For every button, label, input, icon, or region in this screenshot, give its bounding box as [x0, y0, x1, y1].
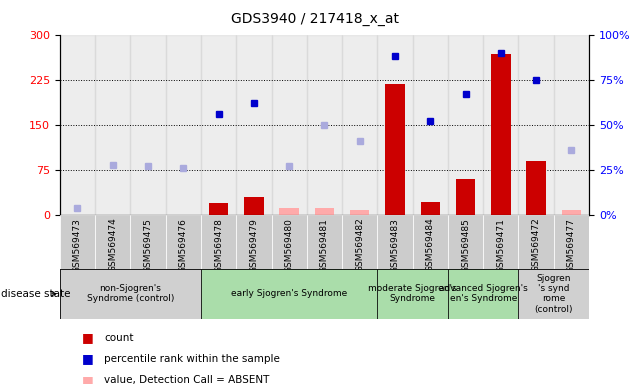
Bar — [60, 215, 95, 269]
Bar — [448, 35, 483, 215]
Text: value, Detection Call = ABSENT: value, Detection Call = ABSENT — [104, 375, 270, 384]
Bar — [386, 84, 404, 215]
Text: advanced Sjogren's
en's Syndrome: advanced Sjogren's en's Syndrome — [439, 284, 527, 303]
Bar — [236, 35, 272, 215]
Bar — [201, 35, 236, 215]
Bar — [201, 269, 377, 319]
Bar — [307, 35, 342, 215]
Text: GSM569474: GSM569474 — [108, 218, 117, 273]
Bar — [342, 35, 377, 215]
Text: percentile rank within the sample: percentile rank within the sample — [104, 354, 280, 364]
Text: GSM569483: GSM569483 — [391, 218, 399, 273]
Bar — [377, 269, 448, 319]
Text: GSM569475: GSM569475 — [144, 218, 152, 273]
Text: GDS3940 / 217418_x_at: GDS3940 / 217418_x_at — [231, 12, 399, 25]
Text: GSM569473: GSM569473 — [73, 218, 82, 273]
Bar — [483, 215, 518, 269]
Bar — [342, 215, 377, 269]
Text: Sjogren
's synd
rome
(control): Sjogren 's synd rome (control) — [534, 274, 573, 314]
Bar — [377, 35, 413, 215]
Bar — [527, 161, 546, 215]
Text: GSM569480: GSM569480 — [285, 218, 294, 273]
Bar — [518, 269, 589, 319]
Text: early Sjogren's Syndrome: early Sjogren's Syndrome — [231, 289, 347, 298]
Text: GSM569472: GSM569472 — [532, 218, 541, 273]
Bar — [166, 215, 201, 269]
Bar — [413, 35, 448, 215]
Text: GSM569482: GSM569482 — [355, 218, 364, 273]
Bar — [413, 215, 448, 269]
Bar — [456, 179, 475, 215]
Text: GSM569481: GSM569481 — [320, 218, 329, 273]
Text: disease state: disease state — [1, 289, 71, 299]
Text: count: count — [104, 333, 134, 343]
Bar — [554, 35, 589, 215]
Bar — [350, 210, 369, 215]
Text: GSM569478: GSM569478 — [214, 218, 223, 273]
Text: GSM569471: GSM569471 — [496, 218, 505, 273]
Bar — [483, 35, 518, 215]
Bar — [209, 203, 228, 215]
Text: GSM569477: GSM569477 — [567, 218, 576, 273]
Bar — [307, 215, 342, 269]
Bar — [554, 215, 589, 269]
Bar — [448, 215, 483, 269]
Text: non-Sjogren's
Syndrome (control): non-Sjogren's Syndrome (control) — [87, 284, 174, 303]
Bar — [272, 35, 307, 215]
Bar — [130, 215, 166, 269]
Bar — [95, 35, 130, 215]
Text: GSM569485: GSM569485 — [461, 218, 470, 273]
Bar — [95, 215, 130, 269]
Text: ■: ■ — [82, 374, 94, 384]
Bar — [236, 215, 272, 269]
Bar — [518, 35, 554, 215]
Bar — [166, 35, 201, 215]
Text: moderate Sjogren's
Syndrome: moderate Sjogren's Syndrome — [369, 284, 457, 303]
Bar — [491, 54, 510, 215]
Bar — [60, 269, 201, 319]
Bar — [244, 197, 263, 215]
Text: GSM569484: GSM569484 — [426, 218, 435, 273]
Text: GSM569476: GSM569476 — [179, 218, 188, 273]
Text: ■: ■ — [82, 353, 94, 366]
Bar — [280, 208, 299, 215]
Bar — [60, 35, 95, 215]
Text: ■: ■ — [82, 331, 94, 344]
Bar — [201, 215, 236, 269]
Bar — [421, 202, 440, 215]
Bar — [518, 215, 554, 269]
Bar — [272, 215, 307, 269]
Bar — [130, 35, 166, 215]
Bar — [377, 215, 413, 269]
Text: GSM569479: GSM569479 — [249, 218, 258, 273]
Bar — [448, 269, 518, 319]
Bar — [562, 210, 581, 215]
Bar — [315, 208, 334, 215]
